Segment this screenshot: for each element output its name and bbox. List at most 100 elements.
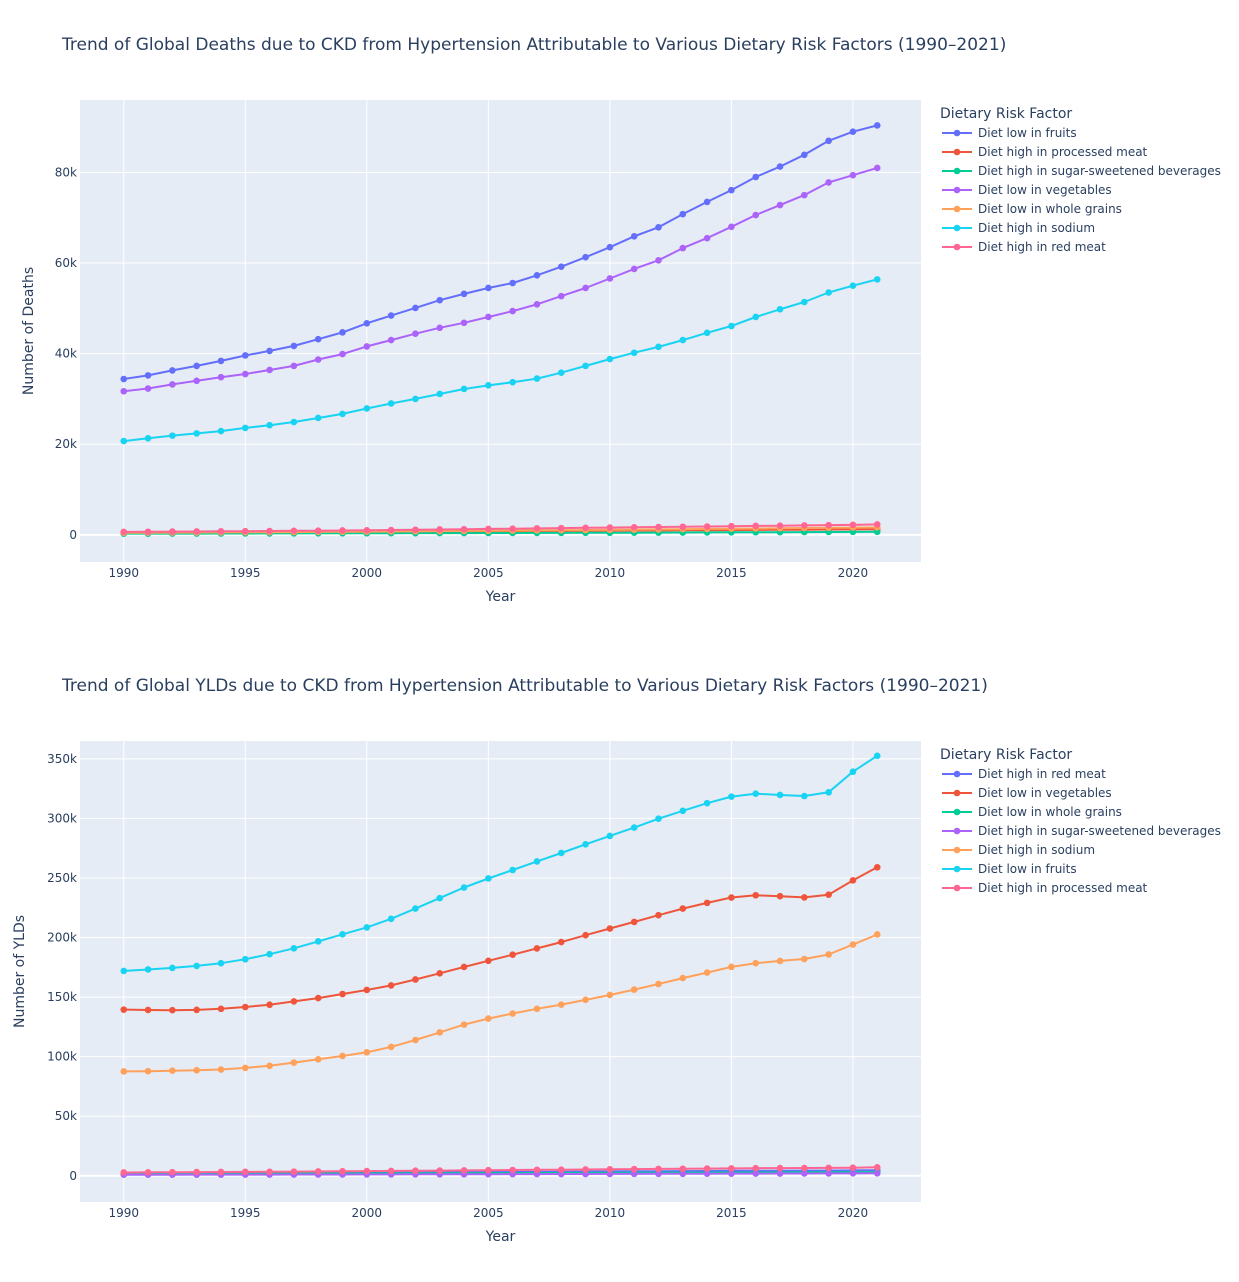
- data-point: [752, 959, 760, 967]
- data-point: [801, 522, 808, 529]
- legend-item[interactable]: Diet high in sugar-sweetened beverages: [942, 164, 1221, 178]
- data-point: [120, 375, 128, 383]
- data-point: [728, 522, 735, 530]
- legend-item[interactable]: Diet high in processed meat: [942, 881, 1148, 895]
- data-point: [436, 1029, 444, 1036]
- legend-label: Diet low in vegetables: [978, 786, 1112, 800]
- series-line: [123, 530, 878, 535]
- data-point: [460, 963, 468, 971]
- data-point: [606, 355, 614, 363]
- legend-item[interactable]: Diet high in red meat: [942, 240, 1106, 254]
- data-point: [801, 1164, 808, 1172]
- data-point: [630, 265, 638, 273]
- data-point: [363, 343, 371, 350]
- data-point: [655, 1165, 662, 1173]
- legend-item[interactable]: Diet high in sugar-sweetened beverages: [942, 824, 1221, 838]
- legend-item[interactable]: Diet low in whole grains: [942, 805, 1122, 819]
- legend-label: Diet high in red meat: [978, 240, 1106, 254]
- data-point: [557, 1166, 565, 1173]
- data-point: [679, 210, 687, 218]
- legend-swatch-marker: [953, 770, 961, 778]
- series-line: [123, 278, 878, 443]
- legend-swatch-marker: [953, 224, 961, 232]
- data-point: [314, 938, 322, 945]
- data-point: [169, 367, 176, 374]
- data-point: [509, 1010, 516, 1017]
- data-point: [290, 418, 298, 426]
- y-tick-label: 50k: [55, 1109, 77, 1123]
- data-point: [412, 304, 419, 312]
- legend-item[interactable]: Diet low in vegetables: [942, 183, 1112, 197]
- data-point: [849, 171, 857, 179]
- data-point: [460, 290, 468, 298]
- legend: Dietary Risk Factor Diet low in fruits Die…: [940, 106, 1221, 254]
- series-diet-high-in-sodium: [120, 931, 881, 1075]
- legend-item[interactable]: Diet low in vegetables: [942, 786, 1112, 800]
- data-point: [266, 366, 273, 374]
- legend-item[interactable]: Diet low in whole grains: [942, 202, 1122, 216]
- data-point: [703, 234, 711, 242]
- data-point: [436, 526, 444, 533]
- data-point: [873, 164, 881, 172]
- data-point: [144, 1169, 152, 1176]
- data-point: [363, 986, 371, 994]
- data-point: [533, 525, 541, 532]
- data-point: [387, 526, 395, 534]
- data-point: [485, 1166, 492, 1174]
- legend-item[interactable]: Diet low in fruits: [942, 862, 1077, 876]
- series-line: [123, 124, 878, 380]
- series-line: [123, 754, 878, 972]
- data-point: [436, 969, 444, 977]
- data-point: [387, 982, 395, 989]
- data-point: [606, 275, 614, 282]
- data-point: [728, 1165, 735, 1172]
- data-point: [606, 1166, 614, 1173]
- data-point: [339, 990, 346, 998]
- data-point: [873, 122, 881, 129]
- data-point: [120, 967, 128, 975]
- data-point: [363, 320, 371, 327]
- data-point: [169, 964, 176, 972]
- y-tick-label: 20k: [55, 437, 77, 451]
- legend-item[interactable]: Diet high in processed meat: [942, 145, 1148, 159]
- data-point: [387, 1043, 395, 1051]
- data-point: [241, 352, 249, 359]
- data-point: [873, 276, 881, 283]
- data-point: [825, 789, 832, 796]
- data-point: [144, 1006, 152, 1014]
- data-point: [485, 1015, 492, 1022]
- data-point: [873, 521, 881, 528]
- data-point: [630, 349, 638, 357]
- x-tick-label: 2005: [473, 566, 504, 580]
- data-point: [533, 300, 541, 308]
- data-point: [217, 357, 225, 365]
- data-point: [314, 1055, 322, 1063]
- data-point: [217, 959, 225, 967]
- legend-label: Diet low in fruits: [978, 126, 1077, 140]
- data-point: [849, 1164, 857, 1171]
- legend-item[interactable]: Diet high in sodium: [942, 843, 1095, 857]
- data-point: [339, 410, 346, 418]
- legend-item[interactable]: Diet high in sodium: [942, 221, 1095, 235]
- data-point: [679, 523, 687, 531]
- data-point: [801, 1170, 808, 1177]
- legend-swatch-marker: [953, 129, 961, 137]
- data-point: [752, 891, 760, 899]
- y-tick-label: 250k: [47, 871, 77, 885]
- data-point: [655, 815, 662, 822]
- data-point: [217, 373, 225, 381]
- data-point: [801, 955, 808, 963]
- legend-item[interactable]: Diet low in fruits: [942, 126, 1077, 140]
- data-point: [825, 289, 832, 296]
- data-point: [679, 336, 687, 344]
- data-point: [387, 312, 395, 319]
- data-point: [193, 377, 200, 385]
- legend-item[interactable]: Diet high in red meat: [942, 767, 1106, 781]
- x-tick-label: 2000: [352, 1206, 383, 1220]
- chart-title: Trend of Global YLDs due to CKD from Hyp…: [61, 676, 988, 696]
- data-point: [825, 521, 832, 529]
- data-point: [412, 1167, 419, 1175]
- data-point: [485, 284, 492, 292]
- data-point: [849, 128, 857, 136]
- data-point: [557, 849, 565, 857]
